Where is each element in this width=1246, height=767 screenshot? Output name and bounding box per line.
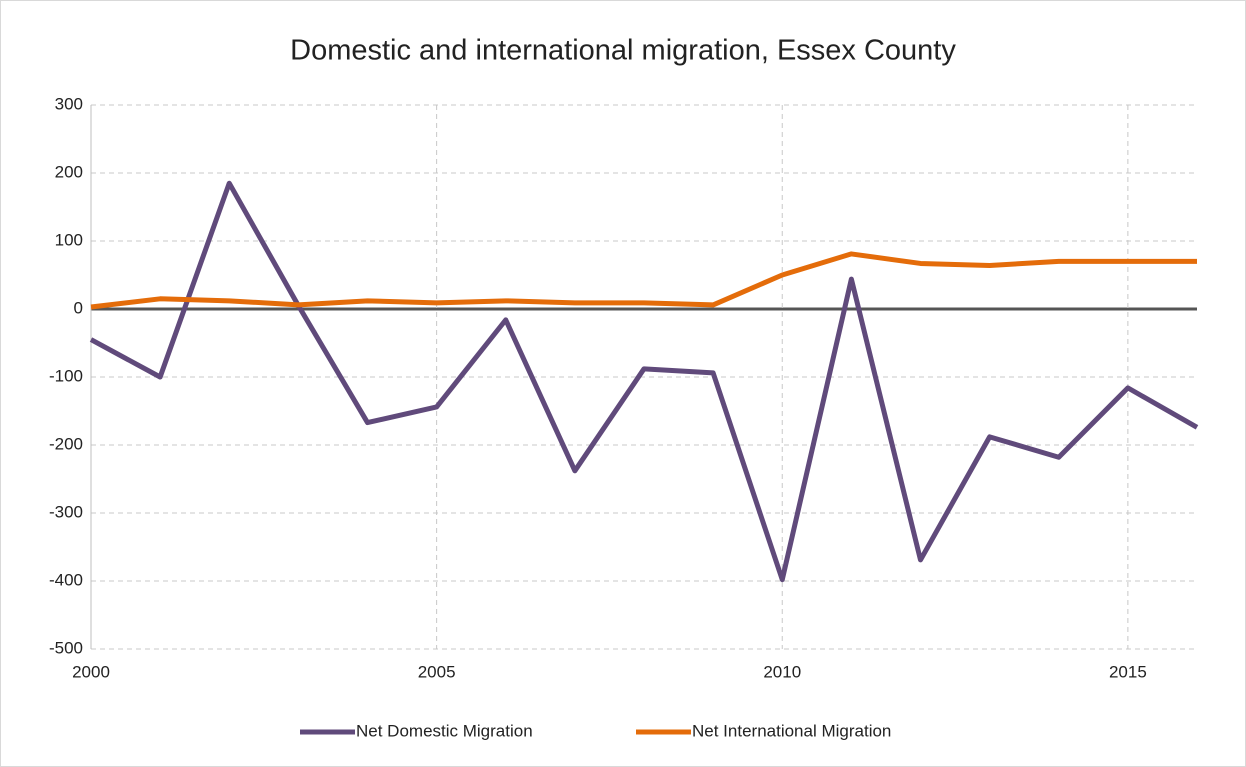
y-tick-label: -300 (49, 502, 83, 521)
y-tick-label: -200 (49, 434, 83, 453)
x-tick-label: 2010 (763, 662, 801, 681)
x-tick-label: 2015 (1109, 662, 1147, 681)
y-tick-label: -100 (49, 366, 83, 385)
y-tick-label: 100 (55, 230, 83, 249)
chart-title: Domestic and international migration, Es… (290, 35, 956, 67)
y-tick-label: 0 (74, 298, 83, 317)
y-tick-label: 200 (55, 162, 83, 181)
y-tick-label: 300 (55, 94, 83, 113)
y-tick-label: -400 (49, 570, 83, 589)
x-tick-label: 2005 (418, 662, 456, 681)
series-line (89, 180, 1199, 583)
x-tick-label: 2000 (72, 662, 110, 681)
series-line (90, 251, 1197, 310)
legend-label: Net International Migration (692, 721, 891, 740)
y-tick-label: -500 (49, 638, 83, 657)
legend-label: Net Domestic Migration (356, 721, 533, 740)
